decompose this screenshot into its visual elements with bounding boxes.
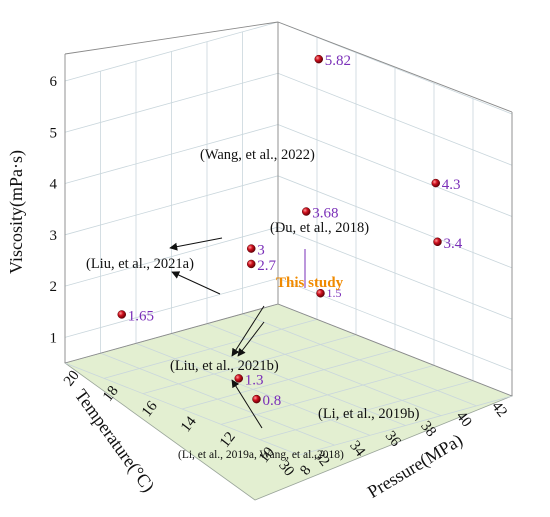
- annotation-this-study: This study: [276, 275, 344, 291]
- data-point: [314, 54, 323, 64]
- data-point-label: 0.8: [263, 393, 282, 409]
- data-point: [247, 259, 256, 269]
- x-gridline: [103, 318, 318, 379]
- x-gridline: [259, 380, 474, 441]
- data-point: [117, 310, 126, 319]
- z-tick-label: 2: [50, 279, 58, 295]
- data-point: [316, 288, 325, 298]
- arrow-li-2019a: [231, 379, 263, 429]
- annotation-du-2018: (Du, et al., 2018): [270, 220, 369, 236]
- arrow-liu-2021a-lower: [171, 271, 221, 295]
- data-point: [431, 178, 440, 188]
- x-gridline: [181, 349, 396, 410]
- data-point-label: 1.3: [245, 372, 264, 388]
- data-point-label: 5.82: [325, 53, 351, 69]
- annotation-liu-2021b: (Liu, et al., 2021b): [170, 358, 279, 374]
- arrow-liu-2021b-a: [231, 305, 265, 357]
- annotation-arrows: [169, 237, 306, 429]
- annotation-li-2019b: (Li, et al., 2019b): [318, 406, 420, 422]
- annotation-li-2019a-wang-2018: (Li, et al., 2019a, Wang, et al.,2018): [178, 449, 344, 461]
- z-tick-label: 5: [50, 125, 58, 141]
- z-tick-label: 3: [50, 228, 58, 244]
- data-point: [302, 207, 311, 216]
- z-axis-title: Viscosity(mPa·s): [6, 150, 27, 274]
- annotation-wang-2022: (Wang, et al., 2022): [200, 147, 315, 163]
- arrow-liu-2021a-upper: [169, 237, 223, 251]
- z-tick-label: 6: [50, 74, 58, 90]
- arrow-liu-2021b-b: [237, 321, 265, 357]
- data-point-label: 4.3: [442, 177, 461, 193]
- annotation-liu-2021a: (Liu, et al., 2021a): [86, 256, 194, 272]
- data-point-label: 2.7: [257, 258, 276, 274]
- data-point-label: 3.4: [444, 236, 463, 252]
- x-gridline: [220, 364, 435, 425]
- x-gridline: [142, 334, 357, 395]
- data-point-label: 1.5: [327, 286, 342, 300]
- data-point-label: 1.65: [128, 308, 154, 324]
- source-annotations: (Wang, et al., 2022) (Du, et al., 2018) …: [86, 147, 420, 461]
- data-point: [247, 244, 256, 253]
- x-gridline: [298, 395, 513, 456]
- frame-edges: [64, 21, 513, 397]
- z-tick-label: 4: [50, 177, 58, 193]
- data-point: [252, 394, 261, 404]
- data-point-label: 3: [257, 243, 265, 259]
- data-point-label: 3.68: [312, 206, 338, 222]
- data-point: [234, 374, 243, 383]
- data-point: [433, 237, 442, 247]
- z-tick-label: 1: [50, 330, 58, 346]
- points-layer: 5.82 4.3 1.5 3.68 3.4 32.7 1.65 0.8 1.3: [117, 53, 463, 409]
